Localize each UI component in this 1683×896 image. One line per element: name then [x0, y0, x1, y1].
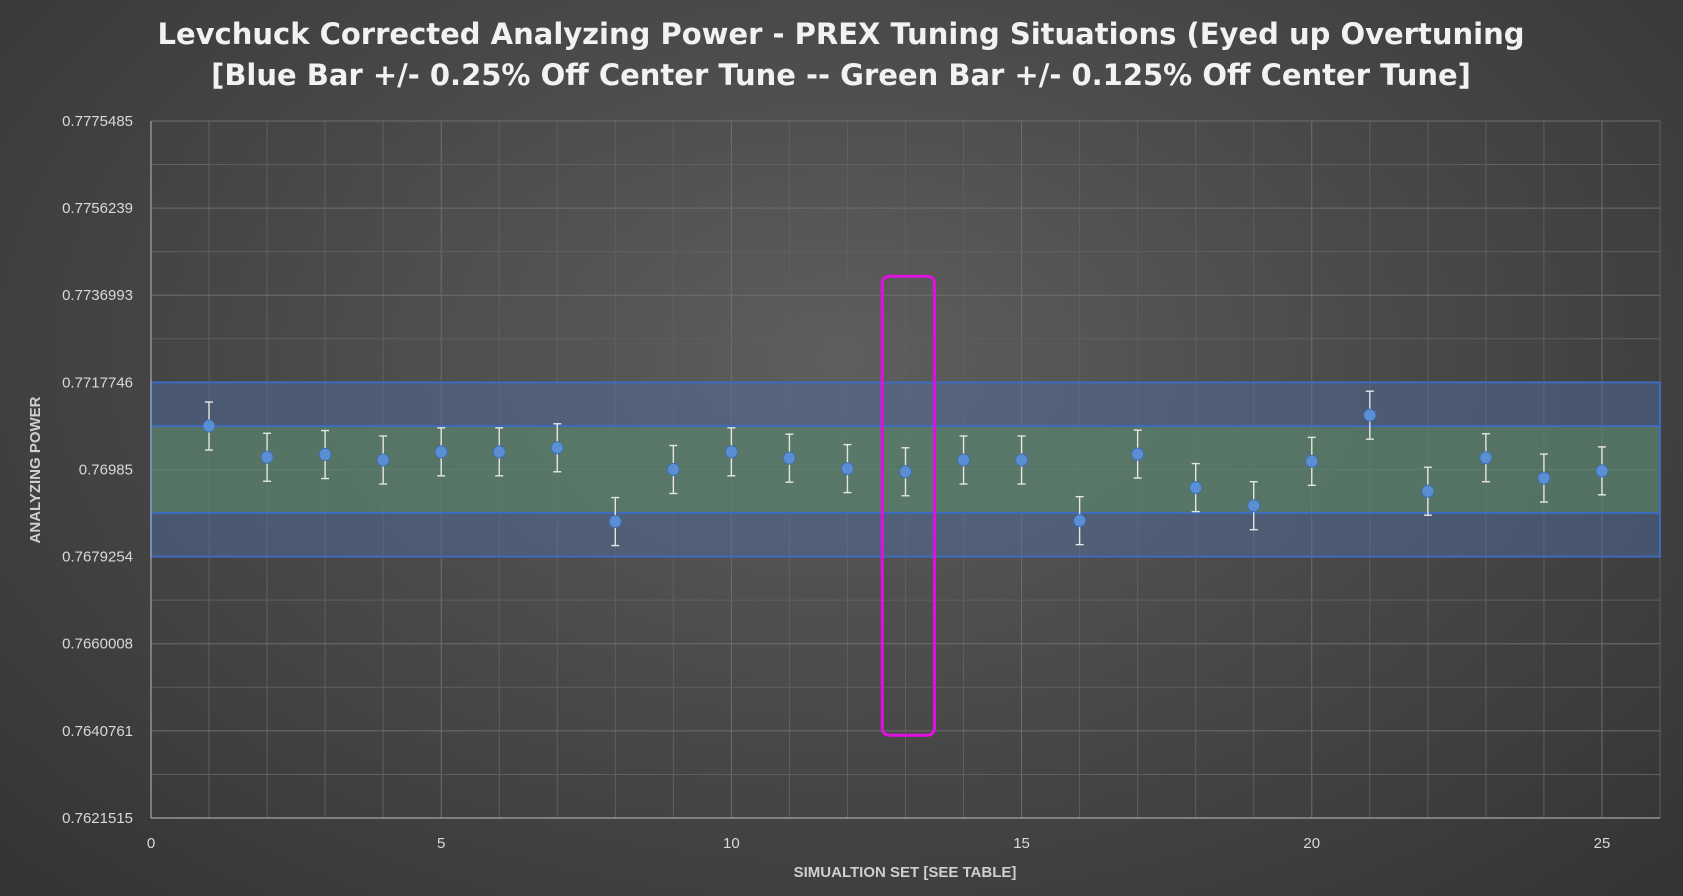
y-tick-label: 0.7717746 — [62, 374, 133, 391]
data-point — [202, 419, 216, 433]
data-point — [1305, 454, 1319, 468]
data-point — [1595, 464, 1609, 478]
y-tick-label: 0.7640761 — [62, 723, 133, 740]
data-point-group — [492, 427, 506, 477]
title-line-2: [Blue Bar +/- 0.25% Off Center Tune -- G… — [211, 58, 1471, 92]
data-point — [1189, 481, 1203, 495]
data-point-group — [782, 433, 796, 483]
data-point — [434, 445, 448, 459]
data-point-group — [608, 496, 622, 547]
axes — [150, 121, 1660, 819]
data-point-group — [1363, 390, 1377, 440]
data-point-group — [318, 429, 332, 480]
data-point — [899, 465, 912, 479]
data-point-group — [1189, 462, 1203, 513]
data-point — [260, 450, 274, 464]
data-point-group — [550, 423, 564, 473]
data-point — [550, 441, 564, 455]
data-points — [202, 390, 1609, 547]
x-axis-label: SIMUALTION SET [SEE TABLE] — [794, 864, 1017, 881]
data-point — [724, 445, 738, 459]
data-point-group — [1131, 429, 1145, 479]
data-point — [840, 462, 854, 476]
x-tick-labels: 0 5 10 15 20 25 — [147, 835, 1610, 852]
y-tick-label: 0.7775485 — [62, 113, 133, 130]
data-point-group — [1073, 495, 1087, 546]
title-line-1: Levchuck Corrected Analyzing Power - PRE… — [158, 17, 1525, 51]
data-point — [492, 445, 506, 459]
data-point — [1479, 451, 1493, 465]
y-tick-label: 0.7756239 — [62, 200, 133, 217]
data-point-group — [840, 443, 854, 494]
y-tick-label: 0.7621515 — [62, 810, 133, 827]
data-point-group — [260, 432, 274, 482]
data-point — [376, 453, 390, 467]
data-point — [608, 515, 622, 529]
y-tick-label: 0.7679254 — [62, 549, 133, 566]
y-tick-label: 0.76985 — [79, 462, 133, 479]
data-point-group — [202, 401, 216, 451]
data-point-group — [1305, 436, 1319, 487]
data-point — [1363, 408, 1377, 422]
data-point-group — [1247, 481, 1261, 531]
data-point — [1537, 471, 1551, 485]
y-axis-label: ANALYZING POWER — [27, 396, 44, 543]
data-point-group — [1479, 433, 1493, 483]
x-tick-label: 10 — [723, 835, 740, 852]
y-tick-labels: 0.7621515 0.7640761 0.7660008 0.7679254 0.76… — [62, 113, 133, 827]
data-point — [1131, 447, 1145, 461]
data-point-group — [1015, 435, 1029, 485]
highlight-box — [880, 274, 937, 737]
x-tick-label: 15 — [1013, 835, 1030, 852]
data-point — [666, 463, 680, 476]
data-point-group — [899, 447, 912, 497]
y-tick-label: 0.7660008 — [62, 636, 133, 653]
data-point-group — [1537, 453, 1551, 503]
highlight-rect — [880, 274, 937, 737]
x-tick-label: 20 — [1303, 835, 1320, 852]
data-point — [318, 448, 332, 462]
data-point-group — [1421, 466, 1435, 516]
chart-title: Levchuck Corrected Analyzing Power - PRE… — [158, 17, 1525, 92]
y-tick-label: 0.7736993 — [62, 287, 133, 304]
data-point-group — [957, 435, 971, 485]
data-point-group — [434, 427, 448, 477]
data-point — [1247, 499, 1261, 513]
data-point-group — [666, 444, 680, 495]
x-tick-label: 25 — [1594, 835, 1611, 852]
data-point — [1421, 484, 1435, 498]
data-point — [782, 451, 796, 465]
data-point — [957, 453, 971, 467]
data-point-group — [1595, 446, 1609, 496]
x-tick-label: 0 — [147, 835, 155, 852]
data-point-group — [376, 435, 390, 485]
data-point — [1015, 453, 1029, 467]
x-tick-label: 5 — [437, 835, 445, 852]
data-point — [1073, 514, 1087, 528]
data-point-group — [724, 427, 738, 477]
